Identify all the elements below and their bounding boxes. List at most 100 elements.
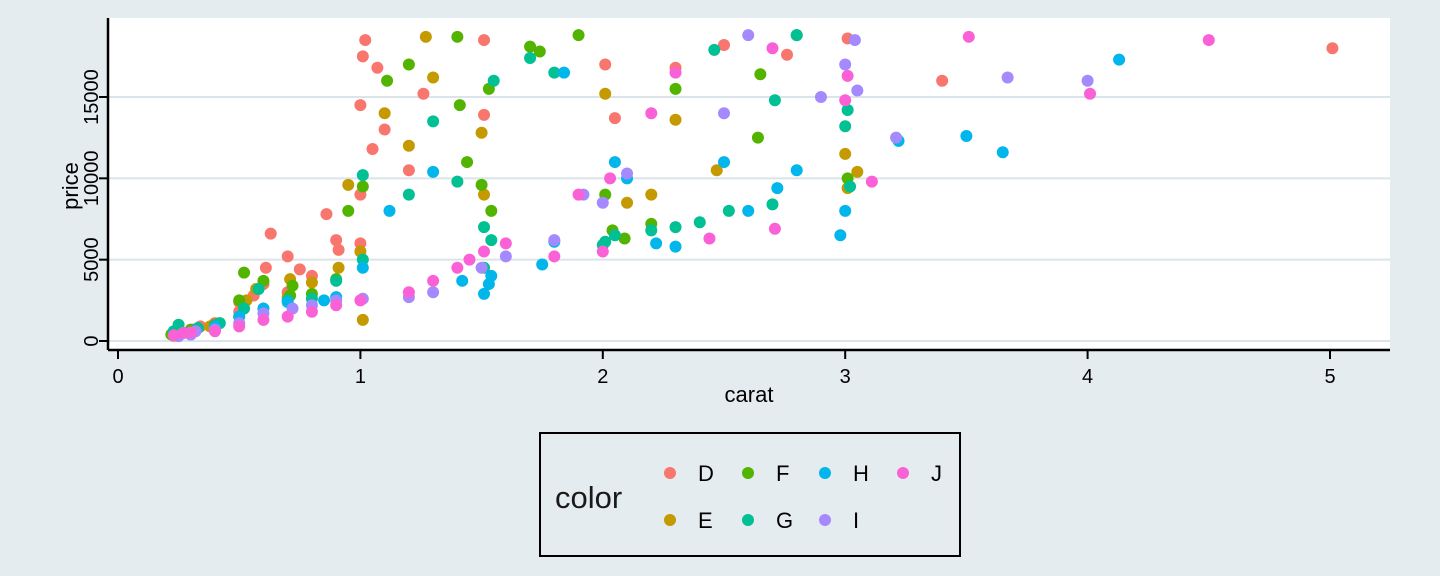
- data-point: [960, 130, 973, 143]
- data-point: [478, 108, 491, 121]
- data-point: [475, 178, 488, 191]
- data-point: [558, 66, 571, 79]
- data-point: [841, 104, 854, 117]
- data-point: [451, 261, 464, 274]
- data-point: [330, 299, 343, 312]
- data-point: [451, 175, 464, 188]
- data-point: [781, 48, 794, 61]
- data-point: [305, 305, 318, 318]
- data-point: [814, 91, 827, 103]
- data-point: [478, 188, 491, 201]
- data-point: [771, 182, 784, 195]
- data-point: [427, 71, 440, 84]
- scatter-points: [165, 29, 1339, 343]
- data-point: [252, 282, 265, 295]
- data-point: [599, 235, 612, 248]
- data-point: [851, 165, 864, 178]
- data-point: [378, 107, 391, 120]
- data-point: [572, 29, 585, 42]
- data-point: [463, 253, 476, 266]
- data-point: [354, 294, 367, 307]
- legend-label-G: G: [776, 508, 793, 533]
- data-point: [356, 261, 369, 274]
- data-point: [402, 286, 415, 299]
- data-point: [742, 204, 755, 217]
- data-point: [485, 234, 498, 247]
- data-point: [865, 175, 878, 188]
- legend-label-F: F: [776, 461, 789, 486]
- data-point: [548, 250, 561, 263]
- data-point: [257, 313, 270, 326]
- data-point: [354, 99, 367, 112]
- legend-key-D: [664, 467, 676, 479]
- data-point: [402, 188, 415, 201]
- data-point: [167, 329, 180, 342]
- data-point: [286, 279, 299, 292]
- data-point: [766, 42, 779, 55]
- data-point: [742, 29, 755, 42]
- x-tick-label: 4: [1082, 366, 1093, 388]
- series-G: [167, 29, 857, 338]
- data-point: [645, 224, 658, 237]
- data-point: [478, 245, 491, 258]
- data-point: [621, 196, 634, 209]
- data-point: [548, 234, 561, 247]
- data-point: [371, 61, 384, 74]
- data-point: [485, 204, 498, 217]
- data-point: [485, 269, 498, 282]
- data-point: [238, 266, 251, 279]
- data-point: [996, 146, 1009, 159]
- data-point: [1081, 74, 1094, 87]
- data-point: [342, 204, 355, 217]
- data-point: [890, 131, 903, 144]
- data-point: [669, 113, 682, 126]
- data-point: [962, 30, 975, 43]
- data-point: [1084, 87, 1097, 100]
- data-point: [281, 310, 294, 323]
- data-point: [293, 263, 306, 276]
- data-point: [233, 320, 246, 333]
- data-point: [417, 87, 430, 100]
- data-point: [839, 94, 852, 107]
- legend: color DE FG HI J: [539, 432, 961, 557]
- x-tick-label: 0: [112, 366, 123, 388]
- data-point: [320, 208, 333, 221]
- data-point: [790, 164, 803, 177]
- data-point: [754, 68, 767, 81]
- data-point: [356, 180, 369, 193]
- data-point: [332, 261, 345, 274]
- data-point: [330, 274, 343, 287]
- axes: [106, 18, 1390, 352]
- data-point: [478, 34, 491, 47]
- data-point: [839, 147, 852, 160]
- data-point: [1202, 34, 1215, 47]
- data-point: [596, 245, 609, 258]
- legend-key-H: [819, 467, 831, 479]
- data-point: [427, 165, 440, 178]
- data-point: [359, 34, 372, 47]
- data-point: [645, 188, 658, 201]
- data-point: [475, 261, 488, 274]
- data-point: [356, 169, 369, 182]
- legend-label-H: H: [853, 461, 869, 486]
- legend-label-E: E: [698, 508, 713, 533]
- data-point: [402, 164, 415, 177]
- data-point: [427, 115, 440, 128]
- data-point: [844, 180, 857, 193]
- legend-label-I: I: [853, 508, 859, 533]
- data-point: [478, 287, 491, 300]
- data-point: [604, 172, 617, 185]
- data-point: [264, 227, 277, 240]
- data-point: [499, 237, 512, 250]
- grid-lines: [108, 96, 1390, 342]
- y-tick-label: 10000: [81, 151, 103, 207]
- data-point: [332, 243, 345, 256]
- legend-key-F: [742, 467, 754, 479]
- data-point: [703, 232, 716, 245]
- data-point: [475, 126, 488, 139]
- data-point: [381, 74, 394, 87]
- data-point: [608, 112, 621, 125]
- data-point: [451, 30, 464, 43]
- y-ticks: 0 5000 10000 15000: [81, 69, 108, 347]
